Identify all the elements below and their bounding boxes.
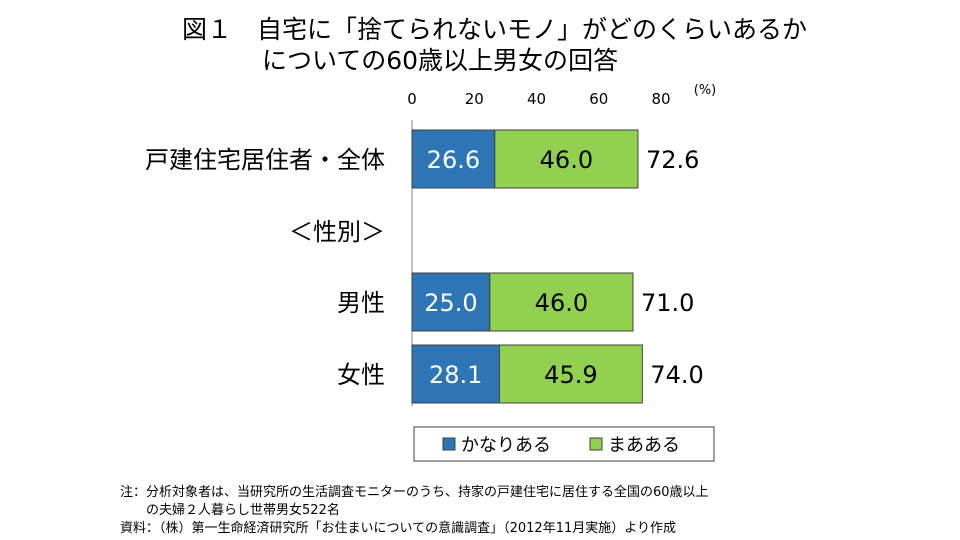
bar-value-label: 26.6	[427, 146, 480, 174]
bar-segment	[498, 344, 643, 404]
bar-segment	[411, 272, 491, 332]
chart-title-line1: 図１ 自宅に「捨てられないモノ」がどのくらいあるか	[182, 15, 808, 44]
x-tick-label: 0	[407, 90, 417, 108]
legend-label: かなりある	[461, 435, 551, 456]
total-value-label: 74.0	[650, 361, 703, 389]
unit-label: (%)	[694, 83, 717, 98]
category-label: 男性	[337, 289, 385, 317]
x-tick-label: 60	[589, 90, 608, 108]
bar-segment	[411, 129, 496, 189]
bar-value-label: 28.1	[429, 361, 482, 389]
x-tick-label: 40	[527, 90, 546, 108]
bar-segment	[489, 272, 634, 332]
bar-value-label: 25.0	[424, 289, 477, 317]
bar-segment	[411, 344, 500, 404]
bar-value-label: 45.9	[544, 361, 597, 389]
bar-value-label: 46.0	[535, 289, 588, 317]
legend-box	[413, 426, 715, 462]
legend-swatch	[442, 437, 456, 451]
note-line-2: の夫婦２人暮らし世帯男女522名	[120, 503, 340, 518]
bar-value-label: 46.0	[540, 146, 593, 174]
bar-segment	[494, 129, 639, 189]
category-label: 女性	[337, 361, 385, 389]
total-value-label: 72.6	[646, 146, 699, 174]
legend-label: まあある	[608, 435, 680, 456]
x-tick-label: 80	[651, 90, 670, 108]
legend-swatch	[589, 437, 603, 451]
category-label: ＜性別＞	[289, 218, 385, 246]
note-line-1: 注：分析対象者は、当研究所の生活調査モニターのうち、持家の戸建住宅に居住する全国…	[120, 485, 709, 500]
x-tick-label: 20	[465, 90, 484, 108]
chart-notes: 注：分析対象者は、当研究所の生活調査モニターのうち、持家の戸建住宅に居住する全国…	[120, 484, 709, 538]
category-label: 戸建住宅居住者・全体	[145, 146, 385, 174]
chart-title-line2: についての60歳以上男女の回答	[262, 46, 619, 75]
source-line: 資料：（株）第一生命経済研究所「お住まいについての意識調査」（2012年11月実…	[120, 521, 676, 536]
total-value-label: 71.0	[641, 289, 694, 317]
